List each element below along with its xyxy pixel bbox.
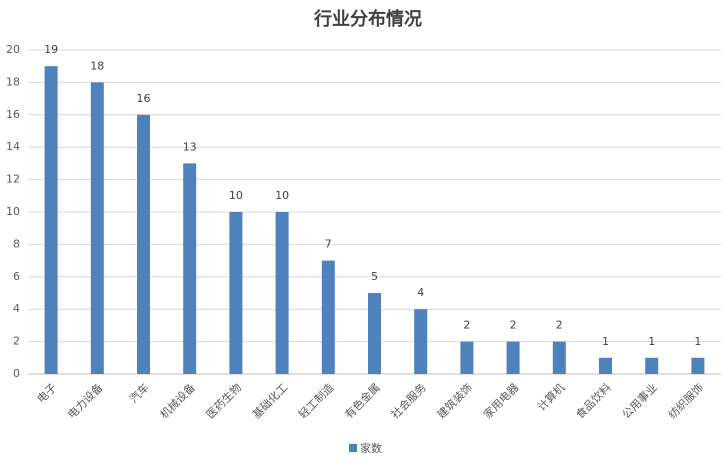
bar [414,309,428,374]
y-tick-label: 4 [13,302,20,315]
bar [368,293,381,374]
bar [599,357,612,374]
data-label: 2 [510,319,517,332]
data-label: 1 [648,335,655,348]
y-tick-label: 16 [6,108,20,121]
data-label: 13 [183,140,197,153]
bar [691,357,705,374]
bar [552,341,566,374]
legend-swatch [349,444,357,452]
y-tick-label: 8 [13,237,20,250]
data-label: 1 [694,335,701,348]
y-tick-label: 14 [6,140,20,153]
bar [137,114,150,375]
y-tick-label: 6 [13,270,20,283]
data-label: 4 [417,286,424,299]
bar [229,212,243,374]
data-label: 2 [556,319,563,332]
bar [506,341,520,374]
data-label: 10 [275,189,289,202]
data-label: 19 [44,43,58,56]
bar [460,341,474,374]
data-label: 2 [463,319,470,332]
bar [90,82,104,375]
data-label: 7 [325,238,332,251]
legend-label: 家数 [360,441,382,455]
y-tick-label: 18 [6,75,20,88]
chart-title: 行业分布情况 [313,8,422,30]
y-tick-label: 2 [13,335,20,348]
y-tick-label: 20 [6,43,20,56]
y-tick-label: 12 [6,173,20,186]
data-label: 10 [229,189,243,202]
data-label: 5 [371,270,378,283]
data-label: 16 [137,92,151,105]
bar [275,212,289,374]
bar [321,260,335,374]
data-label: 1 [602,335,609,348]
bar [645,357,659,374]
y-tick-label: 0 [13,367,20,380]
data-label: 18 [90,59,104,72]
bar [183,163,197,374]
bar [44,66,58,374]
y-tick-label: 10 [6,205,20,218]
